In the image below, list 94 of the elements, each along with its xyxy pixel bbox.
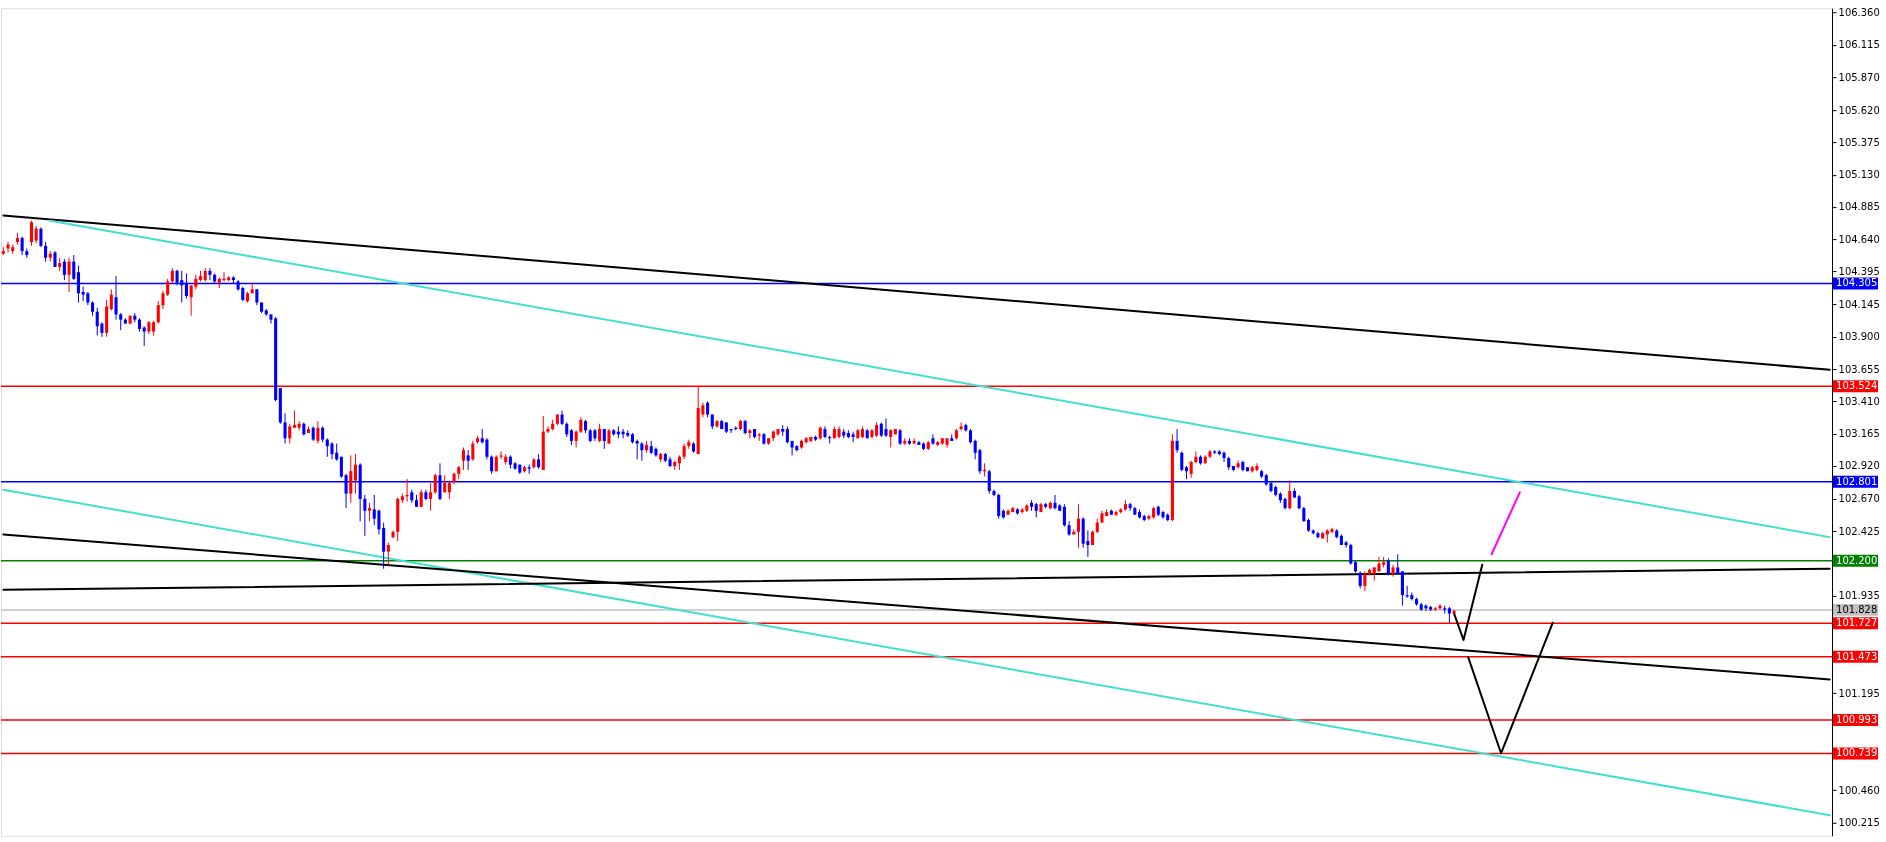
candlestick xyxy=(1128,502,1132,512)
y-tick-label: 102.920 xyxy=(1838,460,1880,472)
candlestick xyxy=(67,257,71,293)
candlestick xyxy=(349,454,353,504)
candlestick xyxy=(461,447,465,471)
y-tick-label: 103.655 xyxy=(1838,363,1880,375)
y-tick-label: 104.395 xyxy=(1838,266,1880,278)
y-tick-label: 105.620 xyxy=(1838,104,1880,116)
candlestick xyxy=(447,479,451,500)
candlestick xyxy=(377,508,381,535)
candlestick xyxy=(156,300,160,325)
candlestick xyxy=(1344,540,1348,549)
candlestick xyxy=(109,288,113,311)
candlestick xyxy=(208,267,212,281)
candlestick xyxy=(640,441,644,462)
candlestick xyxy=(6,241,10,253)
candlestick xyxy=(39,226,43,248)
y-tick-label: 104.640 xyxy=(1838,233,1880,245)
candlestick xyxy=(353,453,358,495)
candlestick xyxy=(471,440,475,462)
y-tick-label: 106.115 xyxy=(1838,39,1880,51)
y-tick-label: 100.215 xyxy=(1838,816,1880,828)
candlestick xyxy=(1053,494,1057,510)
y-tick-label: 103.410 xyxy=(1838,395,1880,407)
ref-line-label: 100.993 xyxy=(1836,713,1878,725)
candlestick xyxy=(142,325,146,347)
candlestick xyxy=(598,423,602,443)
candlestick xyxy=(1222,450,1226,463)
candlestick xyxy=(635,439,639,460)
candlestick xyxy=(1438,603,1442,611)
candlestick xyxy=(1180,450,1184,472)
candlestick xyxy=(889,428,893,448)
candlestick xyxy=(283,412,287,445)
ref-line-label: 101.727 xyxy=(1836,617,1878,629)
candlestick xyxy=(288,423,292,445)
candlestick xyxy=(316,420,320,445)
ref-line-label: 101.828 xyxy=(1836,603,1878,615)
candlestick xyxy=(499,450,503,460)
candlestick xyxy=(363,494,367,537)
candlestick xyxy=(222,271,226,282)
candlestick xyxy=(29,220,34,247)
candlestick xyxy=(95,307,99,336)
ref-line-label: 100.739 xyxy=(1836,747,1878,759)
candlestick xyxy=(1400,570,1404,607)
ref-line-label: 102.200 xyxy=(1836,554,1878,566)
y-tick-label: 106.360 xyxy=(1838,7,1880,19)
y-tick-label: 102.670 xyxy=(1838,493,1880,505)
candlestick xyxy=(884,418,888,438)
candlestick xyxy=(44,241,48,263)
candlestick xyxy=(297,420,301,431)
candlestick xyxy=(1255,462,1259,472)
candlestick xyxy=(372,494,376,526)
candlestick xyxy=(490,454,494,475)
candlestick xyxy=(790,440,794,456)
candlestick xyxy=(386,541,390,566)
candlestick xyxy=(429,482,433,512)
y-tick-label: 104.885 xyxy=(1838,201,1880,213)
candlestick xyxy=(851,431,855,443)
y-tick-label: 102.425 xyxy=(1838,525,1880,537)
candlestick xyxy=(62,258,66,281)
ref-line-label: 102.801 xyxy=(1836,475,1878,487)
candlestick xyxy=(1288,479,1292,510)
ref-line-label: 101.473 xyxy=(1836,650,1878,662)
candlestick xyxy=(1349,543,1353,566)
ref-line-label: 104.305 xyxy=(1836,277,1878,289)
y-tick-label: 105.870 xyxy=(1838,71,1880,83)
candlestick xyxy=(433,473,437,495)
candlestick xyxy=(20,236,24,256)
y-tick-label: 105.130 xyxy=(1838,169,1880,181)
candlestick xyxy=(1363,570,1367,592)
candlestick xyxy=(1175,428,1179,454)
candlestick xyxy=(382,522,386,570)
y-tick-label: 100.460 xyxy=(1838,784,1880,796)
candlestick xyxy=(1076,503,1081,549)
y-tick-label: 104.145 xyxy=(1838,299,1880,310)
candlestick xyxy=(1062,503,1066,528)
candlestick xyxy=(1236,460,1240,470)
y-tick-label: 103.900 xyxy=(1838,331,1880,343)
candlestick xyxy=(466,449,470,471)
candlestick xyxy=(485,437,489,460)
y-tick-label: 105.375 xyxy=(1838,136,1880,148)
candlestick xyxy=(574,429,578,448)
y-tick-label: 101.935 xyxy=(1838,590,1880,602)
candlestick xyxy=(546,425,550,434)
candlestick xyxy=(959,421,963,431)
y-tick-label: 103.165 xyxy=(1838,428,1880,440)
candlestick xyxy=(602,428,606,450)
ref-line-label: 103.524 xyxy=(1836,380,1878,392)
candlestick xyxy=(368,502,372,522)
candlestick xyxy=(931,433,935,446)
candlestick xyxy=(1194,450,1198,464)
candlestick xyxy=(72,254,76,281)
candlestick xyxy=(997,493,1001,520)
y-tick-label: 101.195 xyxy=(1838,687,1880,699)
